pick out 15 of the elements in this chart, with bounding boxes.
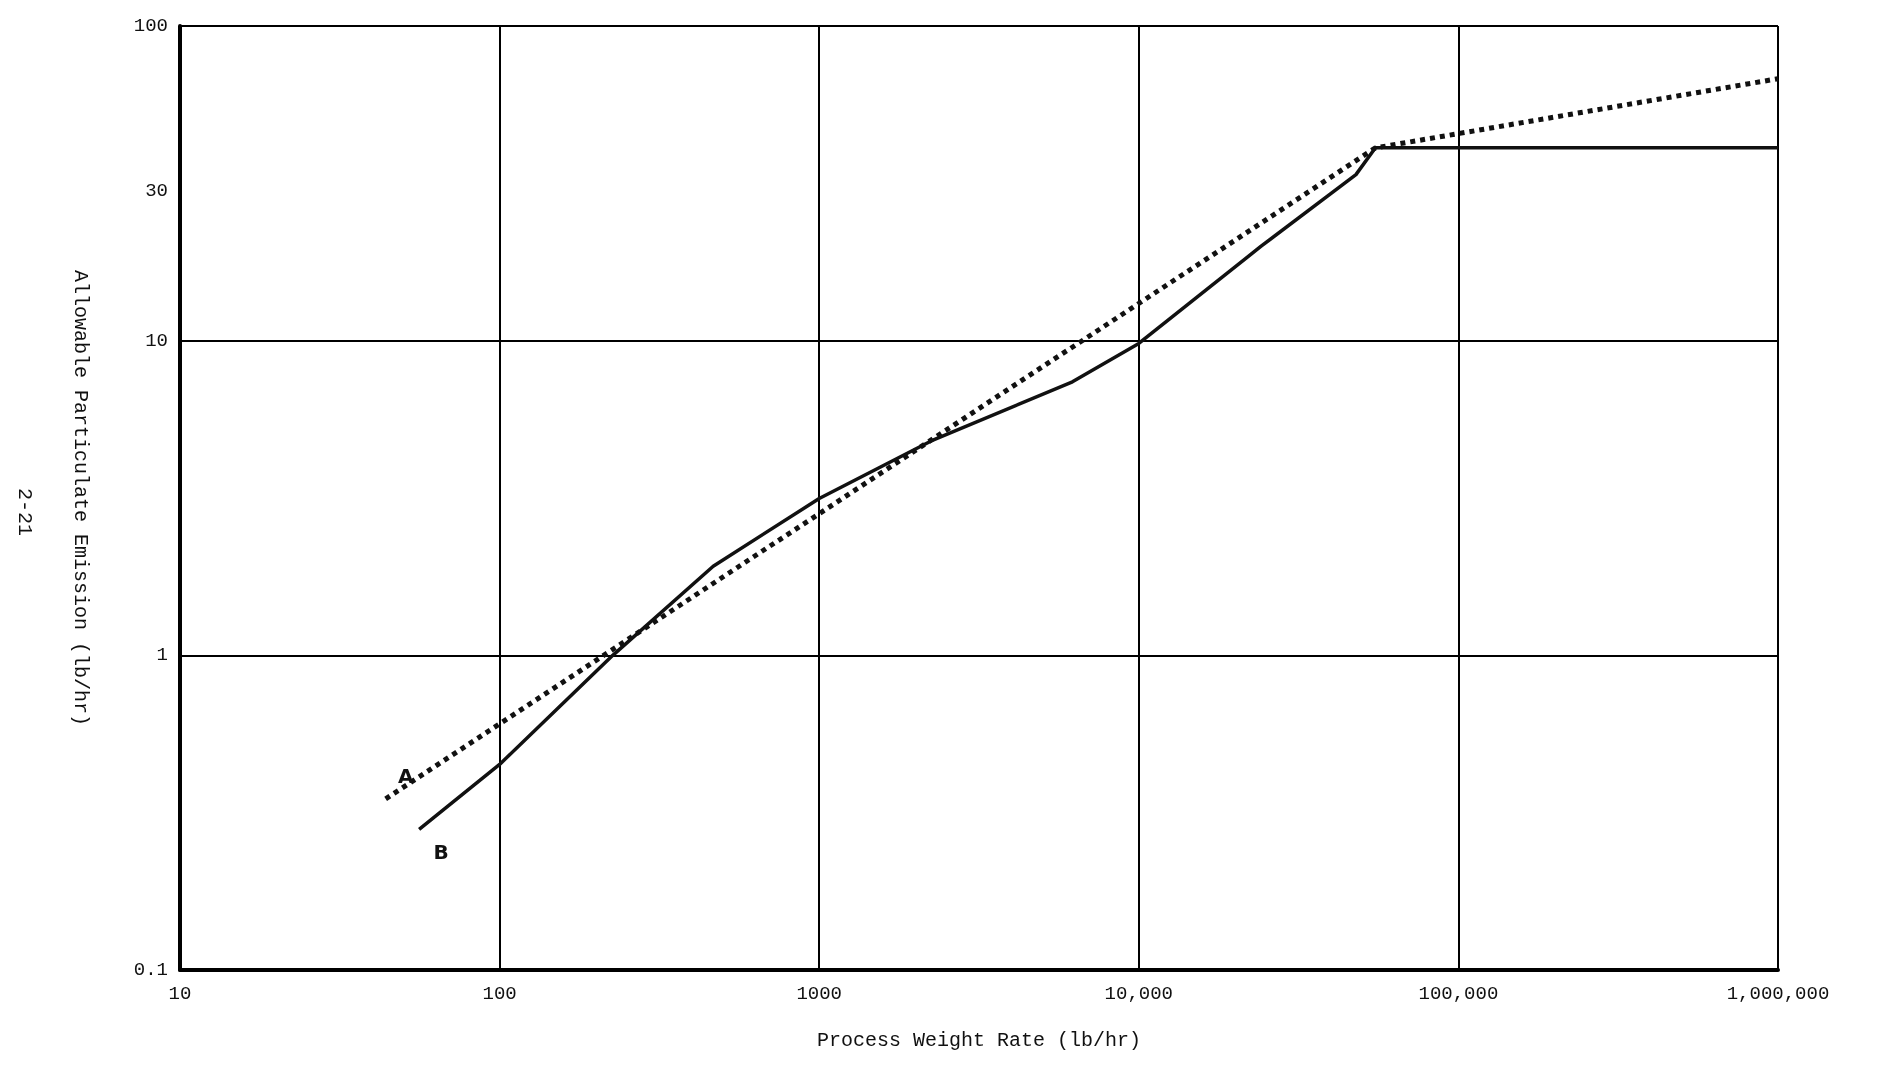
y-tick-label: 1 [156, 644, 168, 667]
x-axis-title: Process Weight Rate (lb/hr) [816, 1028, 1142, 1052]
x-tick-label: 10 [168, 982, 192, 1005]
text: 2-21 [12, 488, 36, 537]
y-axis-title: Allowable Particulate Emission (lb/hr) [68, 269, 92, 727]
series-label: B [433, 840, 449, 865]
x-tick-label: 10,000 [1104, 982, 1174, 1005]
y-tick-label: 0.1 [133, 959, 168, 981]
x-tick-label: 100 [482, 982, 517, 1005]
x-tick-label: 1,000,000 [1726, 982, 1830, 1005]
y-tick-label: 30 [145, 179, 168, 202]
y-tick-label: 10 [145, 329, 168, 352]
x-tick-label: 1000 [796, 982, 842, 1005]
y-tick-label: 100 [133, 15, 168, 37]
x-tick-label: 100,000 [1418, 982, 1499, 1005]
